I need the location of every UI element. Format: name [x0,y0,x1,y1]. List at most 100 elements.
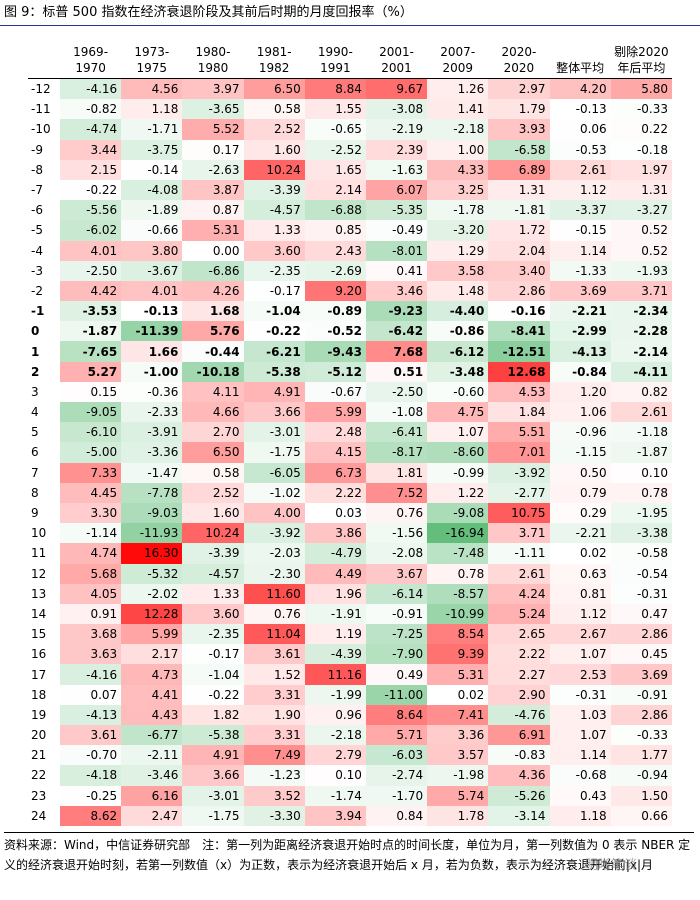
cell: 3.46 [365,280,428,302]
table-row: -8 2.15 -0.14 -2.63 10.24 1.65 -1.63 4.33 6.89 2.… [28,159,672,180]
cell: -3.38 [610,523,672,544]
cell: 2.53 [549,664,611,685]
cell: -2.18 [427,119,489,140]
cell: 1.14 [549,240,611,261]
cell: 8.64 [365,704,428,725]
cell: -2.08 [365,543,428,564]
cell: -3.37 [549,200,611,221]
cell: 2.39 [365,139,428,160]
row-label: 12 [31,566,47,581]
cell: 2.22 [488,644,550,665]
table-row: 22 -4.18 -3.46 3.66 -1.23 0.10 -2.74 -1.98 4.36-… [28,765,672,786]
table-row: -1 -3.53 -0.13 1.68 -1.04 -0.89 -9.23 -4.40 -0.1… [28,301,672,322]
cell: 11.16 [304,664,366,685]
cell: 5.31 [427,664,489,685]
cell: 1.33 [243,220,305,241]
row-label: -11 [31,102,51,117]
table-row: 5 -6.10 -3.91 2.70 -3.01 2.48 -6.41 1.07 5.51 -0.… [28,422,672,443]
column-header: 2001- 2001 [365,32,428,79]
cell: 1.00 [427,139,489,160]
cell: -9.05 [60,402,122,423]
cell: -6.42 [365,321,428,342]
cell: -1.33 [549,260,611,281]
cell: -1.47 [121,462,183,483]
cell: -4.13 [60,704,122,725]
cell: -0.96 [549,422,611,443]
cell: -0.13 [549,99,611,120]
cell: -7.48 [427,543,489,564]
cell: -4.40 [427,301,489,322]
cell: -4.16 [60,78,122,100]
cell: 1.60 [243,139,305,160]
table-row: 8 4.45 -7.78 2.52 -1.02 2.22 7.52 1.22 -2.77 0.79… [28,482,672,503]
cell: -0.68 [549,765,611,786]
cell: 0.47 [610,603,672,625]
cell: -9.23 [365,301,428,322]
column-header: 2007- 2009 [427,32,489,79]
cell: -0.91 [365,603,428,625]
cell: -1.89 [121,200,183,221]
cell: -2.50 [365,381,428,402]
cell: 3.97 [182,78,244,100]
row-label: -8 [31,162,43,177]
cell: 4.36 [488,765,550,786]
table-row: 21 -0.70 -2.11 4.91 7.49 2.79 -6.03 3.57 -0.83 1.… [28,745,672,766]
cell: 5.52 [182,119,244,140]
cell: 9.67 [365,78,428,100]
cell: 3.66 [243,402,305,423]
cell: 0.02 [427,684,489,705]
cell: 0.76 [365,502,428,524]
table-row: -11 -0.82 1.18 -3.65 0.58 1.55 -3.08 1.41 1.79 -0… [28,99,672,120]
cell: -0.83 [488,745,550,766]
cell: 1.14 [549,745,611,766]
table-row: 24 8.62 2.47 -1.75 -3.30 3.94 0.84 1.78 -3.14 1.1… [28,805,672,826]
cell: -2.69 [304,260,366,281]
cell: -6.12 [427,341,489,362]
cell: -5.38 [182,725,244,746]
row-label: 6 [31,445,39,460]
cell: 3.58 [427,260,489,281]
cell: 5.99 [304,402,366,423]
cell: 4.05 [60,583,122,604]
cell: 0.58 [243,99,305,120]
cell: -0.33 [610,99,672,120]
cell: -2.30 [243,563,305,584]
cell: 2.90 [488,684,550,705]
table-row: 18 0.07 4.41 -0.22 3.31 -1.99 -11.00 0.02 2.90 -0… [28,684,672,705]
cell: 7.49 [243,745,305,766]
cell: -2.74 [365,765,428,786]
cell: 4.24 [488,583,550,604]
cell: 12.28 [121,603,183,625]
cell: 11.60 [243,583,305,604]
cell: 2.79 [304,745,366,766]
cell: -10.99 [427,603,489,625]
cell: -1.87 [610,442,672,463]
cell: -5.32 [121,563,183,584]
cell: -11.00 [365,684,428,705]
cell: -1.70 [365,785,428,806]
row-label: -4 [31,243,43,258]
cell: 1.65 [304,159,366,180]
cell: -3.39 [182,543,244,564]
table-row: -10 -4.74 -1.71 5.52 2.52 -0.65 -2.19 -2.18 3.93… [28,119,672,140]
cell: 3.44 [60,139,122,160]
cell: -9.43 [304,341,366,362]
cell: 1.18 [121,99,183,120]
cell: 2.48 [304,422,366,443]
cell: -0.25 [60,785,122,806]
cell: -7.25 [365,624,428,645]
cell: -0.66 [121,220,183,241]
cell: -1.98 [427,765,489,786]
cell: -16.94 [427,523,489,544]
row-label: 4 [31,405,39,420]
cell: -1.02 [243,482,305,503]
cell: 1.19 [304,624,366,645]
cell: -0.14 [121,159,183,180]
row-label: -3 [31,263,43,278]
cell: -0.22 [243,321,305,342]
cell: 1.84 [488,402,550,423]
cell: -5.38 [243,361,305,382]
cell: -6.58 [488,139,550,160]
cell: -11.93 [121,523,183,544]
cell: -3.75 [121,139,183,160]
